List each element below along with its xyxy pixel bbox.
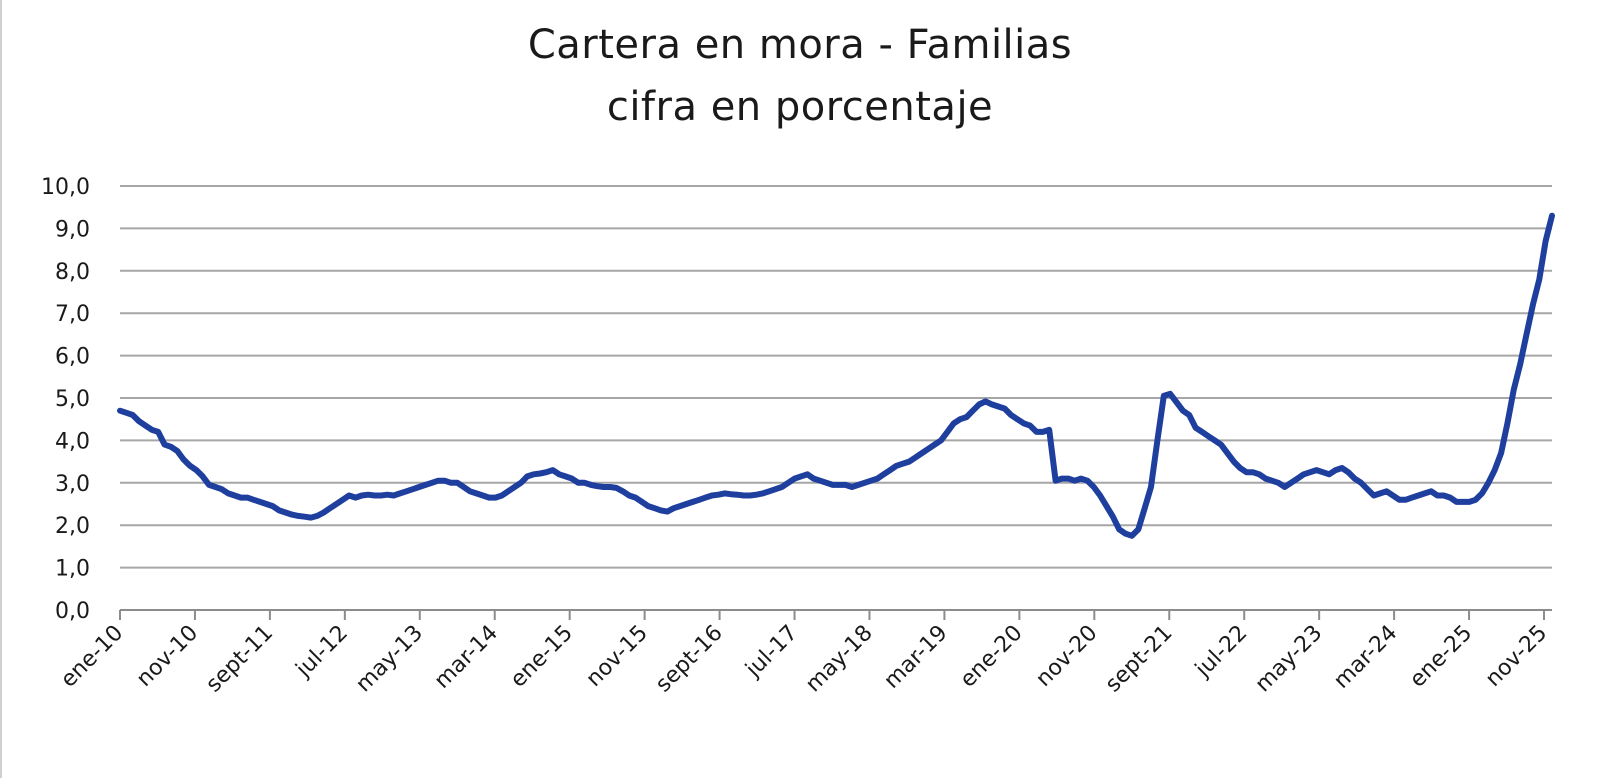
x-tick-label: sept-16 bbox=[651, 621, 728, 698]
y-tick-label: 7,0 bbox=[55, 302, 90, 327]
x-tick-label: may-23 bbox=[1251, 621, 1328, 698]
y-tick-label: 10,0 bbox=[41, 175, 90, 200]
x-tick-label: ene-25 bbox=[1405, 621, 1477, 693]
y-tick-label: 4,0 bbox=[55, 429, 90, 454]
x-tick-label: may-13 bbox=[351, 621, 428, 698]
x-tick-label: nov-25 bbox=[1481, 621, 1552, 692]
gridlines bbox=[120, 185, 1552, 569]
chart-title: Cartera en mora - Familias bbox=[527, 22, 1073, 68]
x-tick-label: ene-15 bbox=[506, 621, 578, 693]
x-tick-label: jul-12 bbox=[291, 621, 353, 683]
y-tick-label: 9,0 bbox=[55, 217, 90, 242]
y-tick-label: 5,0 bbox=[55, 387, 90, 412]
y-tick-label: 6,0 bbox=[55, 345, 90, 370]
y-tick-label: 0,0 bbox=[55, 599, 90, 624]
x-tick-label: sept-11 bbox=[201, 621, 278, 698]
x-tick-label: mar-14 bbox=[430, 621, 503, 694]
y-tick-label: 1,0 bbox=[55, 557, 90, 582]
series-group bbox=[117, 212, 1555, 539]
series-line bbox=[117, 212, 1555, 539]
frame-left-border bbox=[0, 0, 2, 778]
y-axis-ticks: 0,0 1,0 2,0 3,0 4,0 5,0 6,0 7,0 8,0 9,0 10,0 bbox=[41, 175, 90, 624]
x-tick-label: nov-15 bbox=[582, 621, 653, 692]
x-tick-label: mar-19 bbox=[879, 621, 952, 694]
x-tick-label: sept-21 bbox=[1101, 621, 1178, 698]
chart-subtitle: cifra en porcentaje bbox=[606, 84, 994, 130]
y-tick-label: 8,0 bbox=[55, 260, 90, 285]
x-tick-label: nov-10 bbox=[132, 621, 203, 692]
x-tick-label: may-18 bbox=[801, 621, 878, 698]
x-tick-label: ene-10 bbox=[56, 621, 128, 693]
y-tick-label: 2,0 bbox=[55, 514, 90, 539]
x-tick-label: ene-20 bbox=[956, 621, 1028, 693]
x-tick-label: mar-24 bbox=[1329, 621, 1402, 694]
x-tick-label: nov-20 bbox=[1031, 621, 1102, 692]
x-tick-label: jul-22 bbox=[1190, 621, 1252, 683]
x-tick-label: jul-17 bbox=[740, 621, 802, 683]
y-tick-label: 3,0 bbox=[55, 472, 90, 497]
